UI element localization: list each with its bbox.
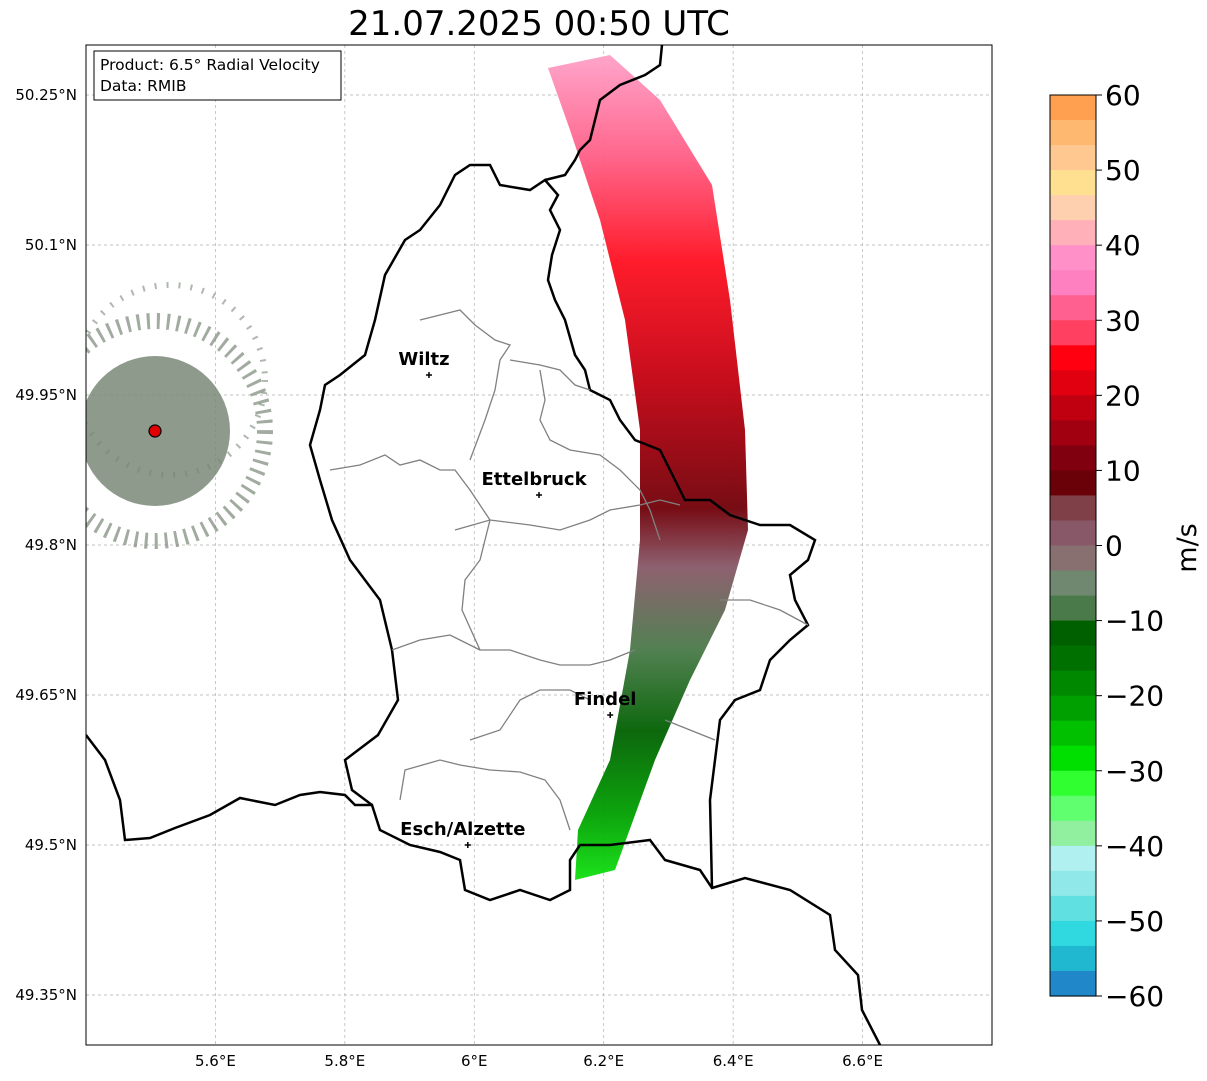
info-data-source: Data: RMIB (100, 77, 187, 95)
lat-tick-labels: 50.25°N 50.1°N 49.95°N 49.8°N 49.65°N 49.5°N 4… (15, 86, 77, 1004)
colorbar-strip (1050, 470, 1096, 497)
city-markers: Wiltz Ettelbruck Findel Esch/Alzette (398, 349, 636, 848)
north-border (544, 45, 664, 182)
city-marker: Esch/Alzette (400, 819, 525, 848)
lon-tick-label: 6°E (461, 1052, 488, 1070)
map-frame (85, 44, 993, 1046)
city-label: Findel (574, 689, 637, 710)
colorbar-strip (1050, 520, 1096, 547)
colorbar-strip (1050, 120, 1096, 146)
colorbar-strip (1050, 345, 1096, 371)
colorbar-strip (1050, 95, 1096, 121)
city-label: Esch/Alzette (400, 819, 525, 840)
colorbar-strip (1050, 370, 1096, 396)
colorbar-strip (1050, 870, 1096, 897)
city-label: Wiltz (398, 349, 449, 370)
lon-tick-label: 6.2°E (583, 1052, 624, 1070)
colorbar-strip (1050, 145, 1096, 171)
lon-tick-label: 5.8°E (324, 1052, 365, 1070)
colorbar-strip (1050, 170, 1096, 196)
colorbar-strip (1050, 620, 1096, 647)
colorbar-tick-label: 40 (1105, 229, 1141, 262)
colorbar-strip (1050, 745, 1096, 772)
colorbar-strip (1050, 595, 1096, 622)
lat-tick-label: 49.65°N (15, 686, 77, 704)
info-box: Product: 6.5° Radial Velocity Data: RMIB (93, 50, 342, 101)
colorbar-strip (1050, 495, 1096, 522)
colorbar-tick-label: −60 (1105, 980, 1164, 1013)
lon-tick-label: 6.4°E (713, 1052, 754, 1070)
colorbar-tick-label: 50 (1105, 154, 1141, 187)
colorbar-strip (1050, 695, 1096, 722)
lon-tick-label: 5.6°E (195, 1052, 236, 1070)
colorbar-strip (1050, 970, 1096, 997)
colorbar-tick-label: 0 (1105, 530, 1123, 563)
info-product: Product: 6.5° Radial Velocity (100, 56, 320, 74)
colorbar-ticks: 60 50 40 30 20 10 0 −10 −20 −30 −40 −50 −60 (1096, 79, 1164, 1013)
colorbar-strip (1050, 895, 1096, 922)
colorbar-strip (1050, 220, 1096, 246)
velocity-echo-band (548, 55, 748, 880)
colorbar-strip (1050, 770, 1096, 797)
lon-tick-labels: 5.6°E 5.8°E 6°E 6.2°E 6.4°E 6.6°E (195, 1052, 883, 1070)
colorbar-tick-label: −40 (1105, 830, 1164, 863)
colorbar-tick-label: 20 (1105, 379, 1141, 412)
colorbar-strips (1050, 95, 1096, 997)
country-border (86, 734, 882, 1045)
colorbar-strip (1050, 245, 1096, 271)
colorbar-tick-label: −10 (1105, 605, 1164, 638)
colorbar-tick-label: −30 (1105, 755, 1164, 788)
colorbar-strip (1050, 720, 1096, 747)
colorbar-strip (1050, 845, 1096, 872)
colorbar-strip (1050, 820, 1096, 847)
colorbar-tick-label: 10 (1105, 454, 1141, 487)
map-area: Wiltz Ettelbruck Findel Esch/Alzette (86, 45, 992, 1045)
city-marker: Findel (574, 689, 637, 718)
map-title: 21.07.2025 00:50 UTC (348, 4, 730, 44)
colorbar-strip (1050, 920, 1096, 947)
lat-tick-label: 50.25°N (15, 86, 77, 104)
colorbar-tick-label: −50 (1105, 905, 1164, 938)
district-borders (329, 309, 809, 831)
colorbar-strip (1050, 795, 1096, 822)
colorbar-strip (1050, 270, 1096, 296)
city-marker: Ettelbruck (481, 469, 588, 498)
colorbar: 60 50 40 30 20 10 0 −10 −20 −30 −40 −50 −60 m/s (1049, 79, 1203, 1013)
colorbar-strip (1050, 945, 1096, 972)
colorbar-tick-label: −20 (1105, 680, 1164, 713)
lat-tick-label: 49.5°N (25, 836, 77, 854)
colorbar-strip (1050, 320, 1096, 346)
radar-site-marker (148, 424, 162, 438)
lat-tick-label: 49.95°N (15, 386, 77, 404)
colorbar-strip (1050, 295, 1096, 321)
colorbar-strip (1050, 195, 1096, 221)
city-marker: Wiltz (398, 349, 450, 378)
lon-tick-label: 6.6°E (842, 1052, 883, 1070)
luxembourg-border (308, 163, 817, 889)
colorbar-tick-label: 60 (1105, 79, 1141, 112)
colorbar-strip (1050, 420, 1096, 446)
colorbar-strip (1050, 545, 1096, 572)
colorbar-strip (1050, 445, 1096, 472)
colorbar-tick-label: 30 (1105, 304, 1141, 337)
colorbar-strip (1050, 670, 1096, 697)
colorbar-strip (1050, 570, 1096, 597)
lat-tick-label: 49.35°N (15, 986, 77, 1004)
lat-tick-label: 49.8°N (25, 536, 77, 554)
colorbar-strip (1050, 395, 1096, 421)
lat-tick-label: 50.1°N (25, 236, 77, 254)
colorbar-strip (1050, 645, 1096, 672)
city-label: Ettelbruck (481, 469, 587, 490)
colorbar-label: m/s (1172, 523, 1203, 572)
